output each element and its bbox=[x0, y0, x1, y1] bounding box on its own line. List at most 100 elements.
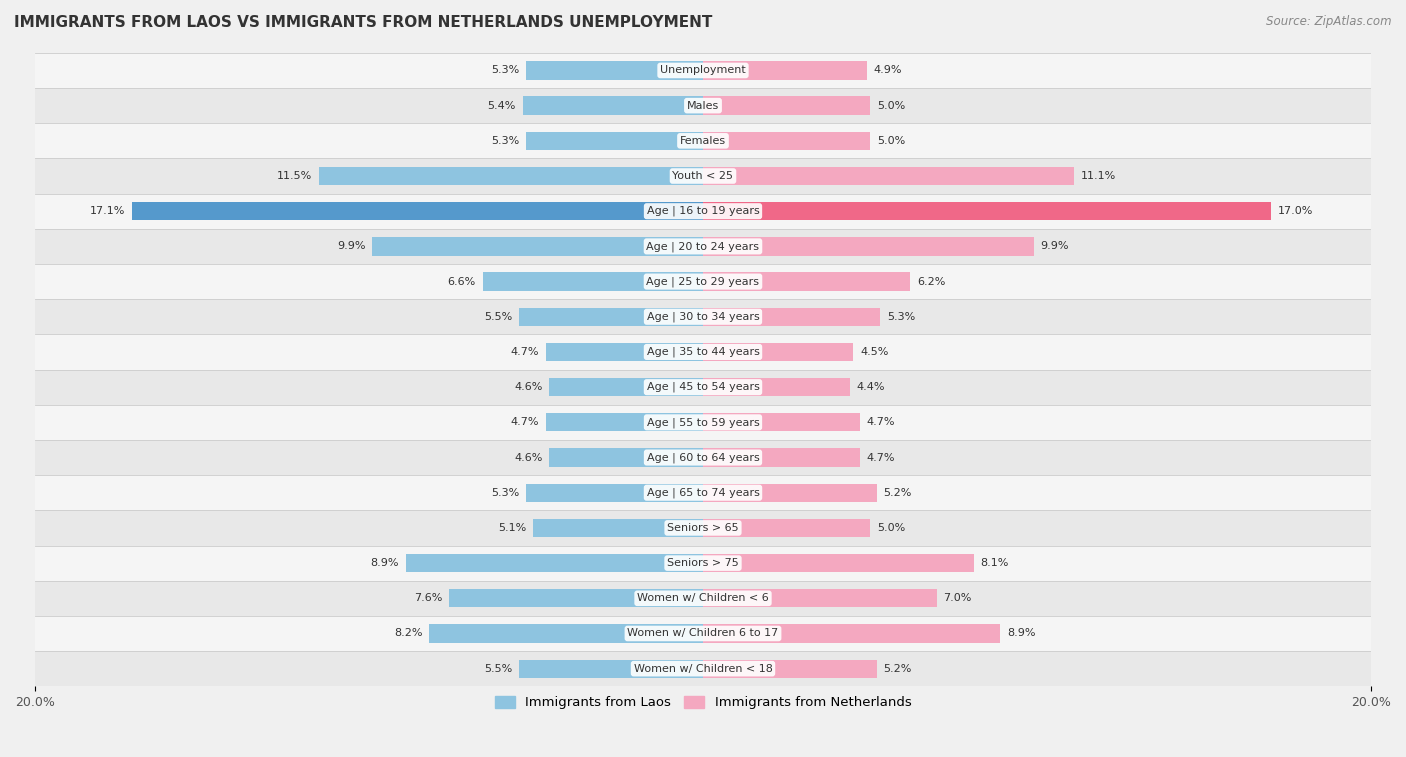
Bar bbox=[35, 405, 1371, 440]
Text: 5.0%: 5.0% bbox=[877, 523, 905, 533]
Bar bbox=[35, 123, 1371, 158]
Bar bbox=[703, 659, 877, 678]
Bar bbox=[35, 88, 1371, 123]
Bar bbox=[703, 307, 880, 326]
Bar bbox=[429, 625, 703, 643]
Text: 4.5%: 4.5% bbox=[860, 347, 889, 357]
Text: Age | 25 to 29 years: Age | 25 to 29 years bbox=[647, 276, 759, 287]
Bar bbox=[703, 96, 870, 115]
Bar bbox=[519, 659, 703, 678]
Text: 5.5%: 5.5% bbox=[484, 312, 513, 322]
Text: 7.6%: 7.6% bbox=[415, 593, 443, 603]
Bar bbox=[526, 61, 703, 79]
Text: Males: Males bbox=[688, 101, 718, 111]
Bar bbox=[550, 378, 703, 397]
Bar bbox=[703, 378, 851, 397]
Bar bbox=[703, 413, 860, 431]
Text: 8.2%: 8.2% bbox=[394, 628, 422, 638]
Bar bbox=[533, 519, 703, 537]
Text: 4.4%: 4.4% bbox=[856, 382, 886, 392]
Bar bbox=[35, 335, 1371, 369]
Text: 4.7%: 4.7% bbox=[866, 453, 896, 463]
Text: Age | 55 to 59 years: Age | 55 to 59 years bbox=[647, 417, 759, 428]
Text: Women w/ Children < 6: Women w/ Children < 6 bbox=[637, 593, 769, 603]
Bar bbox=[703, 484, 877, 502]
Text: Youth < 25: Youth < 25 bbox=[672, 171, 734, 181]
Bar bbox=[319, 167, 703, 185]
Bar bbox=[35, 369, 1371, 405]
Text: Age | 20 to 24 years: Age | 20 to 24 years bbox=[647, 241, 759, 251]
Bar bbox=[703, 589, 936, 607]
Text: Women w/ Children 6 to 17: Women w/ Children 6 to 17 bbox=[627, 628, 779, 638]
Bar bbox=[703, 167, 1074, 185]
Legend: Immigrants from Laos, Immigrants from Netherlands: Immigrants from Laos, Immigrants from Ne… bbox=[489, 690, 917, 715]
Bar bbox=[373, 237, 703, 256]
Text: 5.0%: 5.0% bbox=[877, 136, 905, 146]
Text: 4.6%: 4.6% bbox=[515, 382, 543, 392]
Bar bbox=[35, 616, 1371, 651]
Text: Age | 60 to 64 years: Age | 60 to 64 years bbox=[647, 452, 759, 463]
Text: Age | 16 to 19 years: Age | 16 to 19 years bbox=[647, 206, 759, 217]
Bar bbox=[35, 53, 1371, 88]
Text: 4.7%: 4.7% bbox=[510, 347, 540, 357]
Text: Age | 65 to 74 years: Age | 65 to 74 years bbox=[647, 488, 759, 498]
Text: 5.3%: 5.3% bbox=[491, 136, 519, 146]
Text: 8.1%: 8.1% bbox=[980, 558, 1008, 568]
Text: Seniors > 75: Seniors > 75 bbox=[666, 558, 740, 568]
Bar bbox=[703, 448, 860, 466]
Bar bbox=[703, 625, 1000, 643]
Bar bbox=[35, 229, 1371, 264]
Bar bbox=[703, 237, 1033, 256]
Bar bbox=[703, 273, 910, 291]
Bar bbox=[406, 554, 703, 572]
Bar bbox=[35, 264, 1371, 299]
Bar bbox=[35, 299, 1371, 335]
Text: 4.6%: 4.6% bbox=[515, 453, 543, 463]
Text: 4.7%: 4.7% bbox=[510, 417, 540, 428]
Text: 9.9%: 9.9% bbox=[337, 241, 366, 251]
Text: 7.0%: 7.0% bbox=[943, 593, 972, 603]
Text: 8.9%: 8.9% bbox=[1007, 628, 1035, 638]
Text: 5.5%: 5.5% bbox=[484, 664, 513, 674]
Text: Unemployment: Unemployment bbox=[661, 65, 745, 76]
Bar bbox=[546, 413, 703, 431]
Bar bbox=[703, 61, 866, 79]
Bar bbox=[703, 519, 870, 537]
Bar bbox=[35, 581, 1371, 616]
Text: 5.2%: 5.2% bbox=[883, 488, 911, 497]
Text: 5.4%: 5.4% bbox=[488, 101, 516, 111]
Bar bbox=[546, 343, 703, 361]
Text: 9.9%: 9.9% bbox=[1040, 241, 1069, 251]
Text: Seniors > 65: Seniors > 65 bbox=[668, 523, 738, 533]
Bar bbox=[550, 448, 703, 466]
Text: IMMIGRANTS FROM LAOS VS IMMIGRANTS FROM NETHERLANDS UNEMPLOYMENT: IMMIGRANTS FROM LAOS VS IMMIGRANTS FROM … bbox=[14, 15, 713, 30]
Text: 5.2%: 5.2% bbox=[883, 664, 911, 674]
Bar bbox=[526, 132, 703, 150]
Text: 17.0%: 17.0% bbox=[1278, 206, 1313, 217]
Bar bbox=[35, 158, 1371, 194]
Text: 5.3%: 5.3% bbox=[491, 488, 519, 497]
Text: 5.3%: 5.3% bbox=[491, 65, 519, 76]
Bar bbox=[35, 475, 1371, 510]
Bar bbox=[35, 510, 1371, 546]
Text: 17.1%: 17.1% bbox=[90, 206, 125, 217]
Text: Source: ZipAtlas.com: Source: ZipAtlas.com bbox=[1267, 15, 1392, 28]
Bar bbox=[35, 440, 1371, 475]
Text: 5.1%: 5.1% bbox=[498, 523, 526, 533]
Bar bbox=[35, 194, 1371, 229]
Bar bbox=[35, 651, 1371, 687]
Text: Age | 30 to 34 years: Age | 30 to 34 years bbox=[647, 312, 759, 322]
Bar bbox=[519, 307, 703, 326]
Text: Age | 45 to 54 years: Age | 45 to 54 years bbox=[647, 382, 759, 392]
Text: Females: Females bbox=[681, 136, 725, 146]
Bar bbox=[703, 554, 973, 572]
Bar bbox=[526, 484, 703, 502]
Bar bbox=[482, 273, 703, 291]
Text: 11.1%: 11.1% bbox=[1080, 171, 1116, 181]
Text: Women w/ Children < 18: Women w/ Children < 18 bbox=[634, 664, 772, 674]
Text: 11.5%: 11.5% bbox=[277, 171, 312, 181]
Bar bbox=[703, 132, 870, 150]
Text: 6.2%: 6.2% bbox=[917, 276, 945, 287]
Text: 4.9%: 4.9% bbox=[873, 65, 901, 76]
Bar bbox=[523, 96, 703, 115]
